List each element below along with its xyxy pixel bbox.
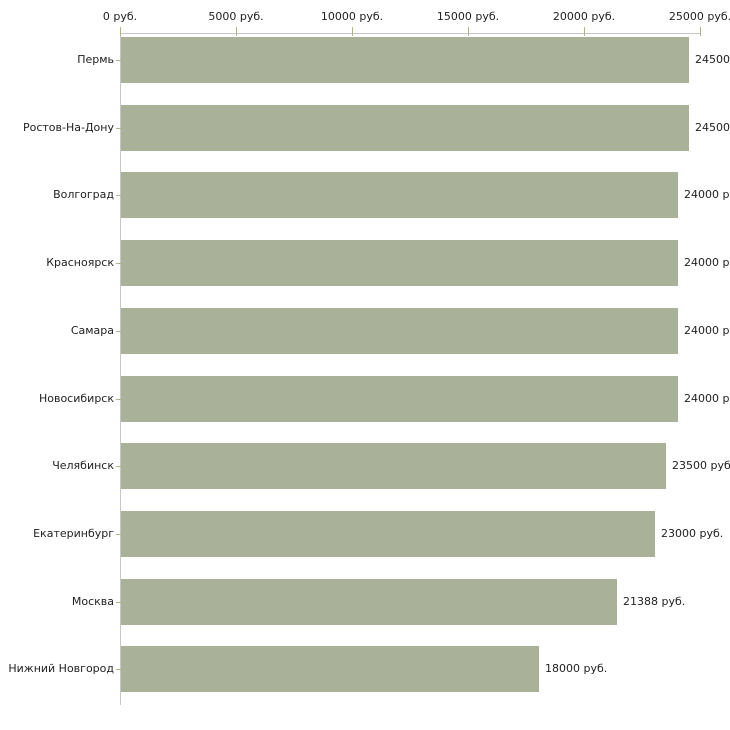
bar <box>121 172 678 218</box>
x-axis-tick <box>236 27 237 36</box>
y-axis-tick <box>116 60 121 61</box>
y-axis-tick <box>116 669 121 670</box>
category-label: Ростов-На-Дону <box>22 121 114 134</box>
x-axis-tick <box>584 27 585 36</box>
category-label: Нижний Новгород <box>8 662 114 675</box>
x-axis-tick <box>352 27 353 36</box>
y-axis-tick <box>116 534 121 535</box>
category-label: Новосибирск <box>38 392 114 405</box>
x-axis-tick-label: 0 руб. <box>102 10 138 23</box>
category-label: Самара <box>70 324 114 337</box>
category-label: Москва <box>71 595 114 608</box>
y-axis-tick <box>116 263 121 264</box>
bar <box>121 240 678 286</box>
value-label: 24000 руб. <box>684 188 730 201</box>
bar <box>121 511 655 557</box>
y-axis-tick <box>116 466 121 467</box>
value-label: 18000 руб. <box>545 662 608 675</box>
value-label: 24500 руб. <box>695 53 730 66</box>
category-label: Челябинск <box>52 459 114 472</box>
value-label: 24500 руб. <box>695 121 730 134</box>
x-axis-tick-label: 10000 руб. <box>320 10 384 23</box>
bar <box>121 37 689 83</box>
value-label: 24000 руб. <box>684 392 730 405</box>
category-label: Волгоград <box>53 188 114 201</box>
bar <box>121 308 678 354</box>
value-label: 24000 руб. <box>684 324 730 337</box>
y-axis-tick <box>116 399 121 400</box>
x-axis-line <box>120 33 701 34</box>
y-axis-line <box>120 33 121 705</box>
bar <box>121 443 666 489</box>
y-axis-tick <box>116 128 121 129</box>
y-axis-tick <box>116 602 121 603</box>
y-axis-tick <box>116 195 121 196</box>
bar <box>121 376 678 422</box>
bar <box>121 579 617 625</box>
x-axis-tick <box>700 27 701 36</box>
x-axis-tick-label: 20000 руб. <box>552 10 616 23</box>
x-axis-tick-label: 5000 руб. <box>208 10 264 23</box>
x-axis-tick <box>468 27 469 36</box>
x-axis-tick <box>120 27 121 36</box>
bar <box>121 105 689 151</box>
value-label: 21388 руб. <box>623 595 686 608</box>
value-label: 23000 руб. <box>661 527 724 540</box>
x-axis-tick-label: 15000 руб. <box>436 10 500 23</box>
value-label: 23500 руб. <box>672 459 730 472</box>
x-axis-tick-label: 25000 руб. <box>668 10 730 23</box>
y-axis-tick <box>116 331 121 332</box>
bar <box>121 646 539 692</box>
category-label: Екатеринбург <box>33 527 114 540</box>
value-label: 24000 руб. <box>684 256 730 269</box>
category-label: Красноярск <box>46 256 114 269</box>
category-label: Пермь <box>77 53 114 66</box>
